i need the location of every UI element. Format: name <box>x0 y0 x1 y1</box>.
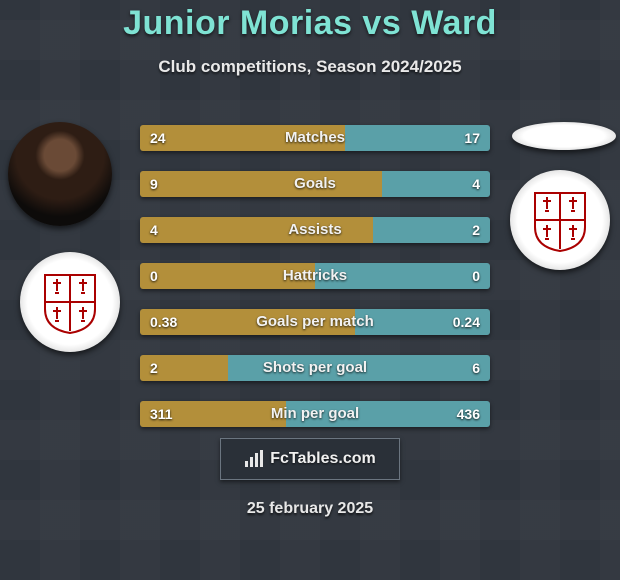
stat-bar-left <box>140 401 286 427</box>
stat-bar-right <box>355 309 490 335</box>
stat-row: Hattricks00 <box>140 263 490 289</box>
bar-chart-icon <box>244 450 264 468</box>
club-crest-left <box>20 252 120 352</box>
stat-bar-left <box>140 263 315 289</box>
stat-row: Shots per goal26 <box>140 355 490 381</box>
player-right-avatar <box>512 122 616 150</box>
stat-row: Goals per match0.380.24 <box>140 309 490 335</box>
stat-row: Assists42 <box>140 217 490 243</box>
stat-row: Matches2417 <box>140 125 490 151</box>
stat-bar-left <box>140 125 345 151</box>
stats-bars: Matches2417 Goals94 Assists42 Hattricks00 Go… <box>140 125 490 447</box>
stat-bar-right <box>228 355 491 381</box>
stat-row: Goals94 <box>140 171 490 197</box>
stat-row: Min per goal311436 <box>140 401 490 427</box>
page-subtitle: Club competitions, Season 2024/2025 <box>0 57 620 77</box>
stat-bar-right <box>286 401 490 427</box>
stat-bar-left <box>140 217 373 243</box>
stat-bar-right <box>382 171 490 197</box>
brand-text: FcTables.com <box>270 450 376 468</box>
brand-badge: FcTables.com <box>220 438 400 480</box>
shield-icon <box>41 269 99 335</box>
page-title: Junior Morias vs Ward <box>0 0 620 43</box>
stat-bar-left <box>140 309 355 335</box>
stat-bar-left <box>140 171 382 197</box>
club-crest-right <box>510 170 610 270</box>
footer-date: 25 february 2025 <box>0 500 620 518</box>
shield-icon <box>531 187 589 253</box>
stat-bar-right <box>345 125 490 151</box>
stat-bar-right <box>315 263 490 289</box>
player-left-avatar <box>8 122 112 226</box>
stat-bar-left <box>140 355 228 381</box>
stat-bar-right <box>373 217 490 243</box>
